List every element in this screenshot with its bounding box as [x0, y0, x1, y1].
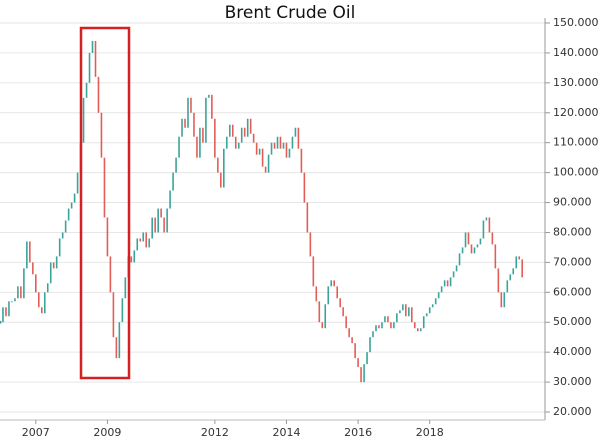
x-tick-label: 2016 [344, 426, 372, 439]
y-tick-label: 50.000 [553, 315, 592, 328]
x-tick-label: 2014 [272, 426, 300, 439]
y-tick-label: 130.000 [553, 76, 599, 89]
chart-title: Brent Crude Oil [225, 3, 356, 23]
y-tick-label: 110.000 [553, 136, 599, 149]
x-tick-label: 2012 [201, 426, 229, 439]
y-tick-label: 150.000 [553, 16, 599, 29]
y-tick-label: 120.000 [553, 106, 599, 119]
y-tick-label: 100.000 [553, 166, 599, 179]
highlight-box [79, 26, 131, 380]
price-point [0, 320, 2, 324]
y-tick-label: 40.000 [553, 345, 592, 358]
y-tick-label: 70.000 [553, 255, 592, 268]
x-tick-label: 2007 [22, 426, 50, 439]
y-tick-label: 60.000 [553, 285, 592, 298]
x-tick-label: 2009 [93, 426, 121, 439]
y-tick-label: 30.000 [553, 375, 592, 388]
y-tick-label: 20.000 [553, 405, 592, 418]
y-tick-label: 140.000 [553, 46, 599, 59]
y-tick-label: 90.000 [553, 196, 592, 209]
x-tick-label: 2018 [416, 426, 444, 439]
y-tick-label: 80.000 [553, 225, 592, 238]
